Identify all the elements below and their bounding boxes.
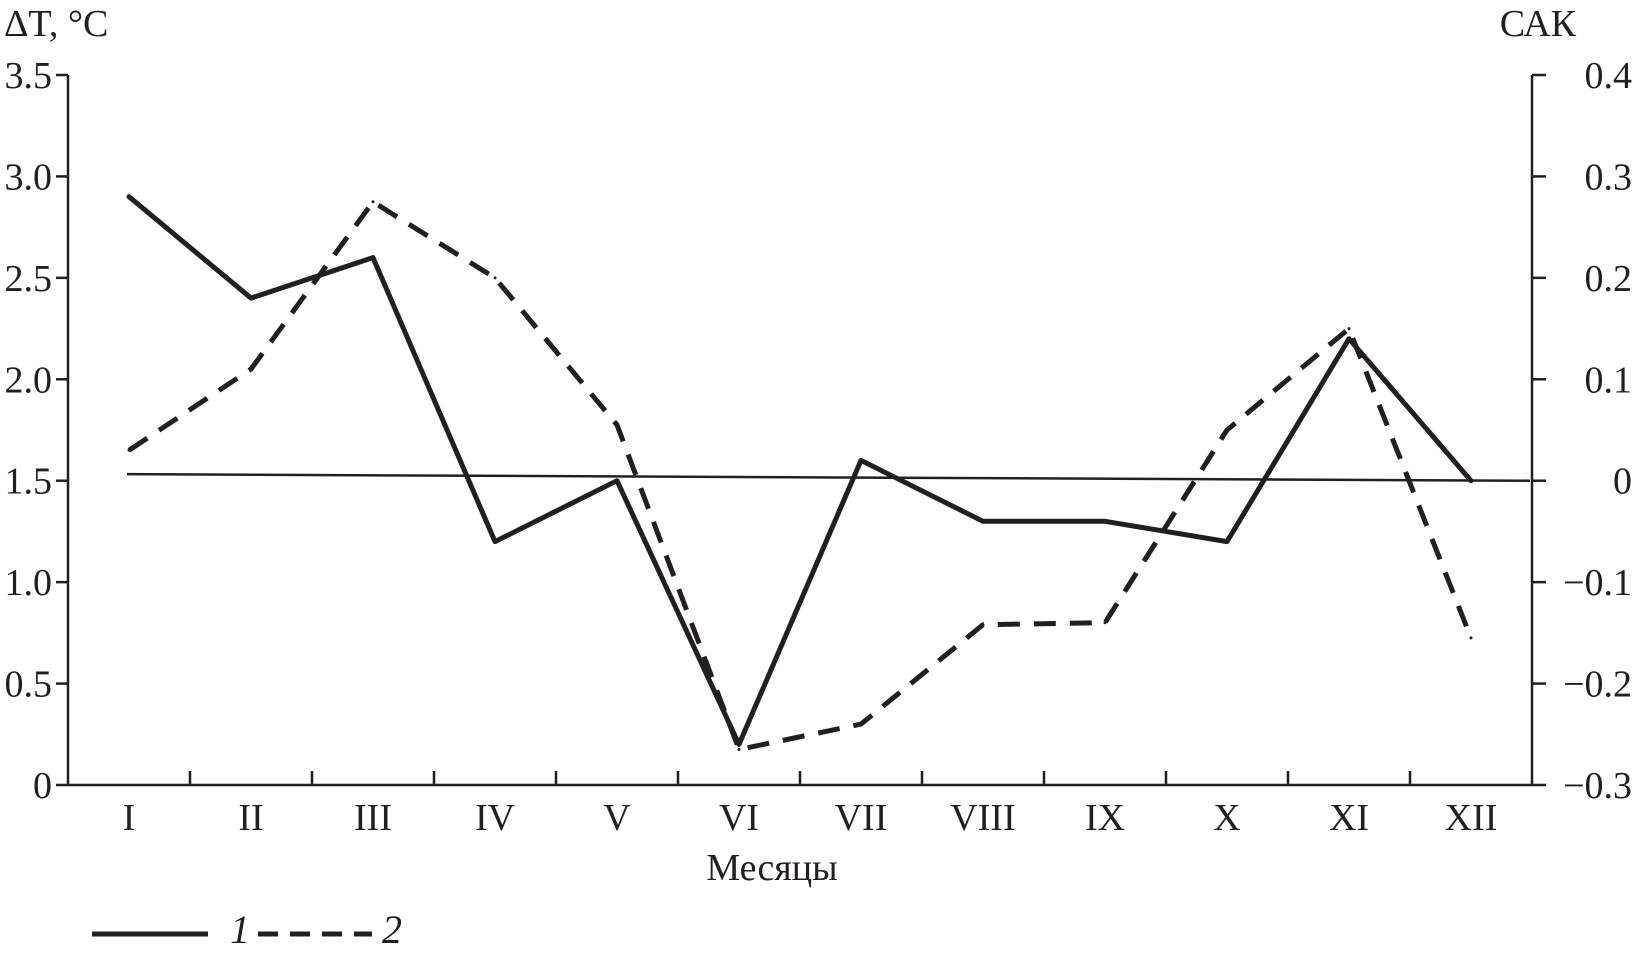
series-1-point	[859, 458, 863, 462]
series-2-point	[859, 722, 863, 726]
y-tick-label-right: 0	[1613, 461, 1632, 503]
y-tick-label-left: 0	[33, 765, 52, 807]
x-tick-label: VIII	[950, 797, 1015, 839]
ticks	[56, 73, 1546, 787]
series-2-point	[615, 423, 619, 427]
series-2-point	[371, 200, 375, 204]
y-tick-label-right: 0.4	[1585, 55, 1633, 97]
tick-labels: I II III IV V VI VII VIII IX X XI XII00.51.01.52.02…	[5, 55, 1633, 839]
reference-line	[126, 472, 1531, 482]
series-1-point	[1103, 519, 1107, 523]
legend-label-1: 1	[230, 907, 250, 952]
x-tick-label: V	[603, 797, 631, 839]
y-tick-label-right: 0.1	[1585, 359, 1633, 401]
legend: 1 2	[92, 907, 402, 952]
legend-label-2: 2	[382, 907, 402, 952]
y-tick-label-left: 1.5	[5, 461, 53, 503]
x-tick-label: XI	[1329, 797, 1369, 839]
series-1-point	[371, 256, 375, 260]
series-2-point	[493, 276, 497, 280]
x-tick-label: IX	[1085, 797, 1125, 839]
series-2-point	[1225, 428, 1229, 432]
x-tick-label: IV	[475, 797, 516, 839]
x-tick-label: II	[238, 797, 263, 839]
y-tick-label-left: 2.5	[5, 258, 53, 300]
x-tick-label: X	[1213, 797, 1240, 839]
series-2-point	[981, 623, 985, 627]
y-tick-label-left: 1.0	[5, 562, 53, 604]
series-2-point	[127, 448, 131, 452]
y-axis-title-left: ΔT, °C	[4, 3, 108, 45]
series-2-point	[1347, 327, 1351, 331]
y-tick-label-left: 0.5	[5, 664, 53, 706]
y-tick-label-left: 3.5	[5, 55, 53, 97]
series-1-point	[1225, 540, 1229, 544]
series-1-point	[249, 296, 253, 300]
y-tick-label-left: 3.0	[5, 156, 53, 198]
axes	[66, 75, 1534, 787]
y-tick-label-right: −0.1	[1563, 562, 1632, 604]
series-2-point	[1469, 636, 1473, 640]
series-1-point	[981, 519, 985, 523]
series-1-point	[1469, 479, 1473, 483]
x-tick-label: VII	[835, 797, 888, 839]
y-tick-label-left: 2.0	[5, 359, 53, 401]
series-1-line	[126, 194, 1474, 747]
series-2-point	[1103, 621, 1107, 625]
x-tick-label: VI	[719, 797, 759, 839]
series-2-point	[249, 367, 253, 371]
y-axis-title-right: САК	[1500, 3, 1577, 45]
x-tick-label: XII	[1445, 797, 1498, 839]
y-tick-label-right: −0.2	[1563, 664, 1632, 706]
series-1-point	[615, 479, 619, 483]
series-1-point	[493, 540, 497, 544]
series-1-point	[127, 195, 131, 199]
x-tick-label: I	[123, 797, 136, 839]
y-tick-label-right: 0.2	[1585, 258, 1633, 300]
series-2-point	[737, 748, 741, 751]
series-1-point	[1347, 337, 1351, 341]
x-tick-label: III	[354, 797, 392, 839]
x-axis-title: Месяцы	[706, 847, 837, 889]
y-tick-label-right: −0.3	[1563, 765, 1632, 807]
series-group	[126, 194, 1474, 752]
series-2-line	[127, 199, 1474, 752]
y-tick-label-right: 0.3	[1585, 156, 1633, 198]
